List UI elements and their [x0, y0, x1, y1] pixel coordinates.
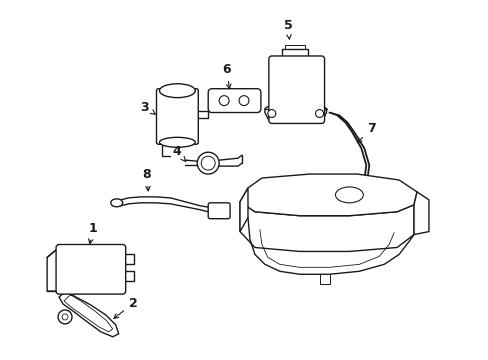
FancyBboxPatch shape — [208, 89, 261, 113]
FancyBboxPatch shape — [208, 203, 230, 219]
FancyBboxPatch shape — [156, 89, 198, 144]
Polygon shape — [240, 202, 413, 251]
Circle shape — [62, 314, 68, 320]
Circle shape — [239, 96, 248, 105]
Text: 3: 3 — [141, 100, 155, 114]
Ellipse shape — [111, 199, 122, 207]
Ellipse shape — [159, 84, 195, 98]
Text: 1: 1 — [88, 222, 98, 244]
Text: 7: 7 — [357, 122, 375, 143]
FancyBboxPatch shape — [56, 244, 125, 294]
Circle shape — [58, 310, 72, 324]
Ellipse shape — [201, 156, 215, 170]
FancyBboxPatch shape — [268, 56, 324, 123]
Polygon shape — [240, 188, 247, 231]
Circle shape — [315, 109, 323, 117]
Ellipse shape — [335, 187, 363, 203]
Polygon shape — [413, 192, 428, 235]
Ellipse shape — [159, 137, 195, 147]
Ellipse shape — [197, 152, 219, 174]
Text: 4: 4 — [172, 145, 185, 162]
Circle shape — [267, 109, 275, 117]
Text: 5: 5 — [283, 19, 292, 39]
Polygon shape — [240, 174, 416, 216]
Polygon shape — [59, 291, 119, 337]
Text: 6: 6 — [222, 63, 230, 89]
Text: 8: 8 — [142, 168, 151, 191]
Text: 2: 2 — [114, 297, 137, 319]
Circle shape — [219, 96, 228, 105]
